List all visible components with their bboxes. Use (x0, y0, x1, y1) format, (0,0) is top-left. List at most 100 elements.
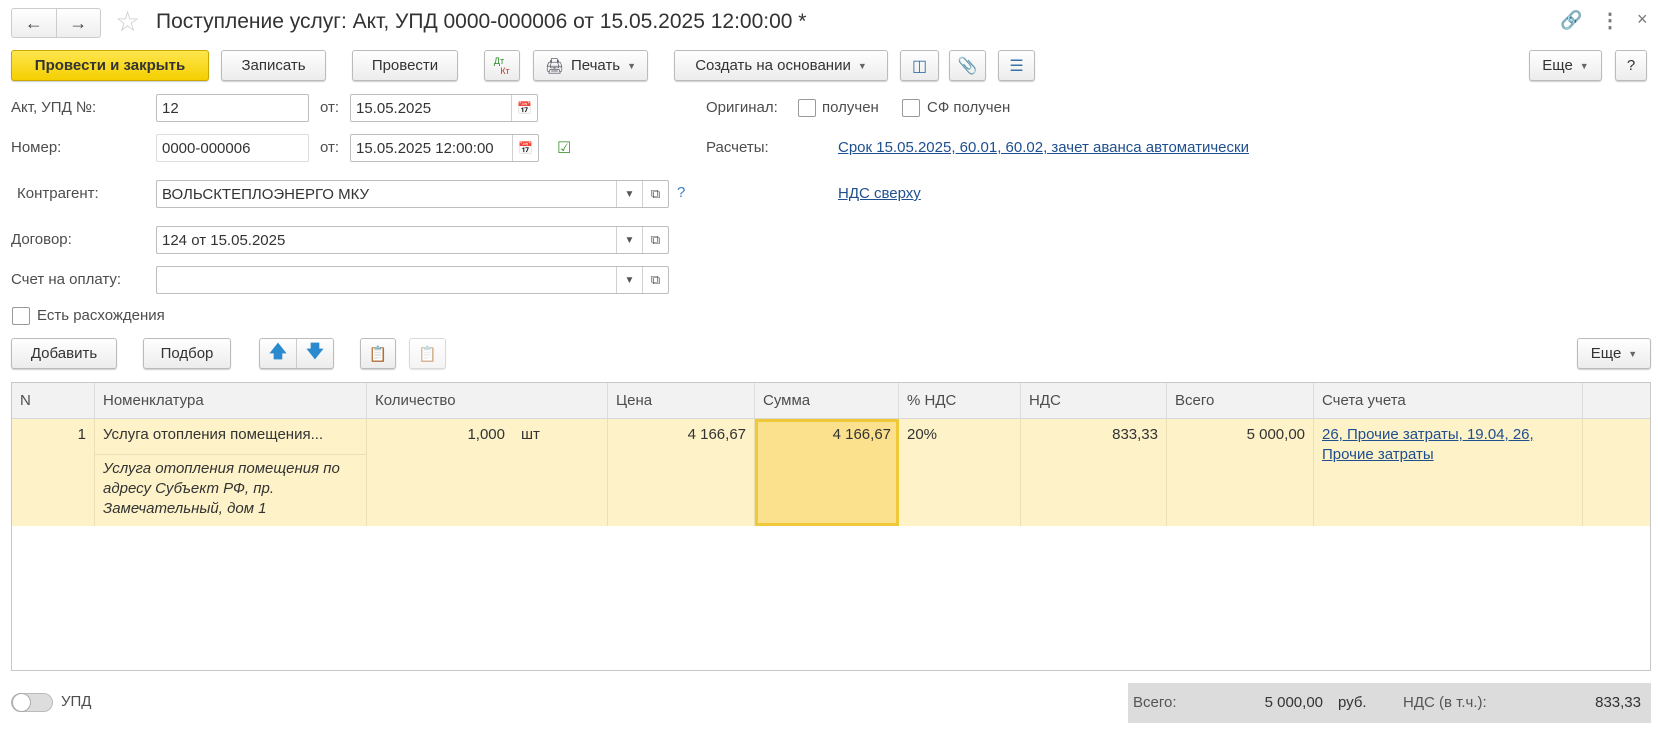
save-button[interactable]: Записать (221, 50, 326, 81)
calendar-icon[interactable]: 📅 (512, 135, 538, 161)
print-button[interactable]: 🖨 Печать ▼ (533, 50, 648, 81)
arrow-right-icon: → (69, 12, 88, 33)
number-date-field[interactable]: 15.05.2025 12:00:00 📅 (350, 134, 539, 162)
row-item[interactable]: Услуга отопления помещения... Услуга ото… (95, 419, 367, 526)
calendar-icon[interactable]: 📅 (511, 95, 537, 121)
total-label: Всего: (1133, 694, 1177, 711)
window-title: Поступление услуг: Акт, УПД 0000-000006 … (156, 10, 807, 33)
dt-kt-button[interactable]: Дт Кт (484, 50, 520, 81)
chevron-down-icon: ▼ (857, 60, 867, 71)
forward-button[interactable]: → (57, 9, 101, 37)
contract-label: Договор: (11, 231, 72, 248)
open-icon[interactable]: ⧉ (642, 181, 668, 207)
more-button[interactable]: Еще ▼ (1529, 50, 1602, 81)
act-number-field[interactable]: 12 (156, 94, 309, 122)
sf-received-checkbox[interactable] (902, 99, 920, 117)
settlements-link[interactable]: Срок 15.05.2025, 60.01, 60.02, зачет ава… (838, 139, 1249, 156)
col-price[interactable]: Цена (608, 383, 755, 419)
pick-button[interactable]: Подбор (143, 338, 231, 369)
arrow-down-icon: 🡇 (306, 342, 324, 361)
col-vat[interactable]: НДС (1021, 383, 1167, 419)
invoice-field[interactable]: ▼ ⧉ (156, 266, 669, 294)
number-date-value: 15.05.2025 12:00:00 (356, 139, 494, 157)
row-unit[interactable]: шт (513, 419, 608, 526)
paste-icon: 📋 (418, 345, 437, 363)
col-vat-rate[interactable]: % НДС (899, 383, 1021, 419)
row-item-name: Услуга отопления помещения... (95, 419, 366, 455)
help-button[interactable]: ? (1615, 50, 1647, 81)
act-date-value: 15.05.2025 (356, 99, 432, 117)
col-n[interactable]: N (12, 383, 95, 419)
more-vertical-icon[interactable]: ⋮ (1600, 10, 1620, 32)
col-extra (1583, 383, 1650, 419)
discrepancy-label: Есть расхождения (37, 307, 165, 324)
col-item[interactable]: Номенклатура (95, 383, 367, 419)
row-accounts[interactable]: 26, Прочие затраты, 19.04, 26, Прочие за… (1314, 419, 1583, 526)
dropdown-icon[interactable]: ▼ (616, 227, 642, 253)
document-check-icon[interactable]: ☑ (557, 140, 572, 157)
paste-button[interactable]: 📋 (409, 338, 446, 369)
open-icon[interactable]: ⧉ (642, 267, 668, 293)
more-label: Еще (1542, 57, 1573, 74)
act-date-from-label: от: (320, 99, 340, 116)
row-vat-rate[interactable]: 20% (899, 419, 1021, 526)
received-checkbox[interactable] (798, 99, 816, 117)
discrepancy-checkbox[interactable] (12, 307, 30, 325)
move-down-button[interactable]: 🡇 (297, 339, 333, 368)
number-label: Номер: (11, 139, 62, 156)
row-vat[interactable]: 833,33 (1021, 419, 1167, 526)
vat-on-top-link[interactable]: НДС сверху (838, 185, 921, 202)
printer-icon: 🖨 (544, 57, 564, 75)
original-label: Оригинал: (706, 99, 778, 116)
move-buttons: 🡅 🡇 (259, 338, 334, 369)
currency-label: руб. (1338, 694, 1367, 711)
row-price[interactable]: 4 166,67 (608, 419, 755, 526)
back-button[interactable]: ← (12, 9, 57, 37)
copy-button[interactable]: 📋 (360, 338, 396, 369)
number-date-from-label: от: (320, 139, 340, 156)
act-date-field[interactable]: 15.05.2025 📅 (350, 94, 538, 122)
col-total[interactable]: Всего (1167, 383, 1314, 419)
nav-buttons: ← → (11, 8, 101, 38)
chevron-down-icon: ▼ (1579, 60, 1589, 71)
attach-button[interactable]: 📎 (949, 50, 986, 81)
counterparty-help-icon[interactable]: ? (677, 184, 686, 201)
counterparty-field[interactable]: ВОЛЬСКТЕПЛОЭНЕРГО МКУ ▼ ⧉ (156, 180, 669, 208)
number-field[interactable]: 0000-000006 (156, 134, 309, 162)
copy-icon: 📋 (368, 345, 388, 363)
chevron-down-icon: ▼ (627, 60, 637, 71)
link-icon[interactable]: 🔗 (1560, 10, 1583, 30)
kt-label: Кт (500, 65, 510, 76)
list-button[interactable]: ☰ (998, 50, 1035, 81)
dt-label: Дт (493, 55, 505, 66)
vat-label: НДС (в т.ч.): (1403, 694, 1487, 711)
close-icon[interactable]: × (1637, 9, 1648, 29)
star-icon[interactable]: ☆ (115, 6, 141, 37)
table-more-button[interactable]: Еще ▼ (1577, 338, 1651, 369)
accounts-link[interactable]: 26, Прочие затраты, 19.04, 26, Прочие за… (1322, 426, 1534, 463)
post-button[interactable]: Провести (352, 50, 458, 81)
sf-received-label: СФ получен (927, 99, 1011, 116)
upd-toggle[interactable] (11, 693, 53, 712)
row-qty[interactable]: 1,000 (367, 419, 513, 526)
row-sum[interactable]: 4 166,67 (755, 419, 899, 526)
print-label: Печать (570, 57, 621, 74)
paperclip-icon: 📎 (957, 57, 978, 75)
structure-button[interactable]: ◫ (900, 50, 939, 81)
open-icon[interactable]: ⧉ (642, 227, 668, 253)
row-n: 1 (12, 419, 95, 526)
calc-label: Расчеты: (706, 139, 769, 156)
add-button[interactable]: Добавить (11, 338, 117, 369)
dropdown-icon[interactable]: ▼ (616, 267, 642, 293)
act-label: Акт, УПД №: (11, 99, 97, 116)
post-and-close-button[interactable]: Провести и закрыть (11, 50, 209, 81)
row-total[interactable]: 5 000,00 (1167, 419, 1314, 526)
create-based-on-button[interactable]: Создать на основании ▼ (674, 50, 888, 81)
dropdown-icon[interactable]: ▼ (616, 181, 642, 207)
col-qty[interactable]: Количество (367, 383, 608, 419)
move-up-button[interactable]: 🡅 (260, 339, 297, 368)
contract-field[interactable]: 124 от 15.05.2025 ▼ ⧉ (156, 226, 669, 254)
col-accounts[interactable]: Счета учета (1314, 383, 1583, 419)
col-sum[interactable]: Сумма (755, 383, 899, 419)
services-table: N Номенклатура Количество Цена Сумма % Н… (11, 382, 1651, 671)
